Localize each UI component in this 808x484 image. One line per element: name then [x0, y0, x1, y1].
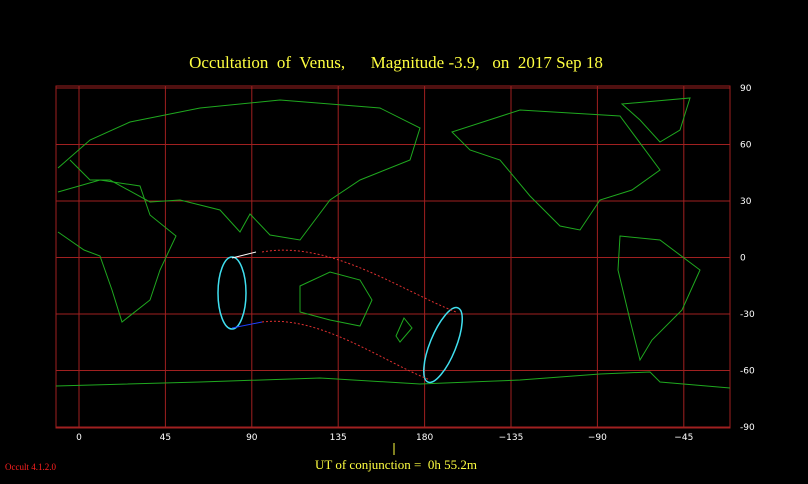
longitude-label: 90	[246, 433, 258, 443]
longitude-label: −135	[499, 433, 524, 443]
longitude-label: 180	[416, 433, 433, 443]
latitude-label: 60	[740, 141, 752, 151]
latitude-label: -60	[740, 367, 755, 377]
south-america	[617, 235, 701, 362]
longitude-label: −90	[588, 433, 607, 443]
australia	[299, 271, 373, 327]
eurasia	[57, 99, 421, 241]
africa	[57, 179, 177, 323]
latitude-label: -90	[740, 423, 755, 433]
southern-limit	[261, 320, 431, 381]
northern-limit	[261, 249, 457, 313]
greenland	[620, 97, 691, 143]
longitude-label: 0	[76, 433, 82, 443]
visibility-limit	[423, 306, 463, 384]
title: Occultation of Venus, Magnitude -3.9, on…	[189, 53, 603, 72]
longitude-label: 135	[330, 433, 347, 443]
latitude-label: 90	[740, 84, 752, 94]
north-america	[451, 109, 661, 231]
limit-line	[231, 321, 263, 329]
graticule: 0 45 90 135 180 −135 −90 −45 90 60 30 0 -30 -60 -90	[55, 84, 755, 443]
longitude-label: −45	[674, 433, 693, 443]
coastlines	[55, 97, 731, 389]
antarctica	[55, 371, 731, 389]
occultation-path	[217, 249, 463, 384]
latitude-label: 30	[740, 197, 752, 207]
daylight-limit	[231, 251, 257, 259]
version: Occult 4.1.2.0	[5, 462, 56, 472]
visibility-limit	[217, 256, 247, 330]
latitude-label: 0	[740, 254, 746, 264]
conjunction-time: UT of conjunction = 0h 55.2m	[315, 457, 477, 472]
new-zealand	[395, 317, 413, 343]
longitude-label: 45	[160, 433, 171, 443]
latitude-label: -30	[740, 310, 755, 320]
